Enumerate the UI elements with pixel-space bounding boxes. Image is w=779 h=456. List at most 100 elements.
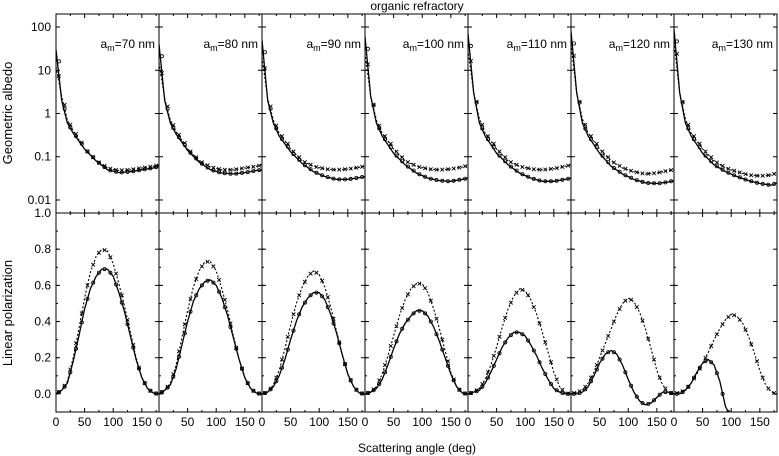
polarization-cross-marker (291, 312, 296, 317)
albedo-cross-marker (503, 155, 508, 160)
albedo-cross-marker (308, 162, 313, 167)
albedo-circle-marker (91, 155, 96, 160)
albedo-circle-marker (543, 179, 548, 184)
x-tick-label: 150 (132, 415, 152, 429)
albedo-cross-marker (205, 163, 210, 168)
albedo-circle-marker (623, 173, 628, 178)
albedo-cross-marker (228, 167, 233, 172)
albedo-cross-marker (560, 164, 565, 170)
panel-label: am=80 nm (203, 37, 258, 53)
polarization-cross-marker (674, 390, 680, 396)
x-tick-label: 100 (309, 415, 329, 429)
polarization-cross-marker (543, 340, 548, 345)
polarization-cross-marker (96, 250, 102, 255)
polarization-cross-marker (720, 322, 725, 327)
x-tick-label: 100 (618, 415, 638, 429)
polarization-cross-marker (388, 343, 393, 349)
polarization-circle-marker (62, 384, 67, 389)
polarization-solid-line (468, 331, 571, 395)
albedo-circle-marker (617, 169, 622, 174)
polarization-cross-marker (73, 341, 79, 346)
x-tick-label: 150 (544, 415, 564, 429)
polarization-cross-marker (354, 387, 359, 392)
polarization-circle-marker (388, 354, 393, 359)
albedo-cross-marker (531, 167, 536, 172)
polarization-circle-marker (543, 371, 548, 376)
albedo-circle-marker (382, 137, 387, 142)
polarization-cross-marker (274, 375, 279, 380)
albedo-circle-marker (663, 180, 668, 185)
albedo-dotted-line (674, 41, 777, 177)
albedo-cross-marker (434, 167, 439, 172)
polarization-circle-marker (176, 354, 181, 359)
albedo-circle-marker (485, 137, 490, 142)
albedo-circle-marker (85, 149, 90, 154)
polarization-cross-marker (91, 262, 96, 267)
polarization-circle-marker (96, 270, 101, 275)
polarization-cross-marker (417, 281, 422, 286)
albedo-cross-marker (668, 167, 674, 173)
polarization-circle-marker (686, 384, 691, 389)
y-tick-label: 0.4 (34, 315, 51, 329)
polarization-cross-marker (331, 316, 336, 321)
albedo-circle-marker (714, 164, 719, 169)
y-tick-label: 0.1 (34, 150, 51, 164)
polarization-circle-marker (663, 390, 668, 395)
polarization-circle-marker (199, 283, 204, 288)
albedo-circle-marker (737, 175, 742, 180)
albedo-circle-marker (262, 50, 267, 55)
polarization-circle-marker (102, 267, 107, 272)
albedo-circle-marker (457, 177, 462, 182)
albedo-cross-marker (583, 122, 588, 127)
polarization-cross-marker (171, 371, 176, 377)
polarization-circle-marker (325, 305, 330, 310)
top-y-axis-label: Geometric albedo (0, 62, 15, 165)
x-tick-label: 150 (441, 415, 461, 429)
x-tick-label: 50 (490, 415, 504, 429)
albedo-circle-marker (606, 160, 611, 165)
polarization-dotted-line (571, 297, 674, 395)
polarization-circle-marker (566, 391, 571, 396)
polarization-cross-marker (56, 389, 62, 395)
albedo-series (468, 33, 571, 184)
polarization-circle-marker (428, 319, 433, 324)
polarization-cross-marker (766, 386, 771, 391)
polarization-cross-marker (445, 359, 451, 364)
albedo-circle-marker (360, 174, 365, 179)
albedo-cross-marker (148, 164, 153, 169)
x-tick-label: 100 (103, 415, 123, 429)
panel-4: 0 50 100 150 am=100 nm (362, 13, 469, 429)
panel-3: 0 50 100 150 am=90 nm (259, 13, 366, 429)
x-tick-label: 50 (696, 415, 710, 429)
polarization-cross-marker (686, 384, 691, 389)
albedo-cross-marker (136, 166, 142, 171)
polarization-dotted-line (56, 248, 159, 395)
albedo-circle-marker (503, 159, 508, 164)
albedo-dotted-line (56, 66, 159, 172)
albedo-cross-marker (468, 58, 474, 64)
polarization-cross-marker (434, 316, 439, 321)
polarization-cross-marker (537, 321, 542, 326)
polarization-cross-marker (457, 387, 462, 392)
polarization-circle-marker (508, 333, 513, 338)
albedo-circle-marker (611, 165, 616, 170)
albedo-cross-marker (382, 133, 388, 139)
x-tick-label: 100 (412, 415, 432, 429)
albedo-cross-marker (663, 168, 668, 174)
polarization-cross-marker (760, 375, 765, 380)
polarization-cross-marker (148, 388, 153, 393)
albedo-cross-marker (691, 133, 697, 139)
albedo-circle-marker (760, 181, 765, 186)
albedo-cross-marker (394, 149, 399, 154)
albedo-cross-marker (319, 166, 325, 171)
albedo-cross-marker (445, 167, 451, 172)
albedo-circle-marker (629, 175, 634, 180)
polarization-dotted-line (674, 313, 777, 395)
albedo-solid-line (571, 31, 674, 185)
y-tick-label: 0.6 (34, 278, 51, 292)
albedo-cross-marker (714, 160, 720, 165)
panel-6: 0 50 100 150 am=120 nm (568, 13, 675, 429)
albedo-cross-marker (194, 155, 199, 160)
albedo-cross-marker (422, 166, 428, 171)
polarization-circle-marker (91, 280, 96, 285)
